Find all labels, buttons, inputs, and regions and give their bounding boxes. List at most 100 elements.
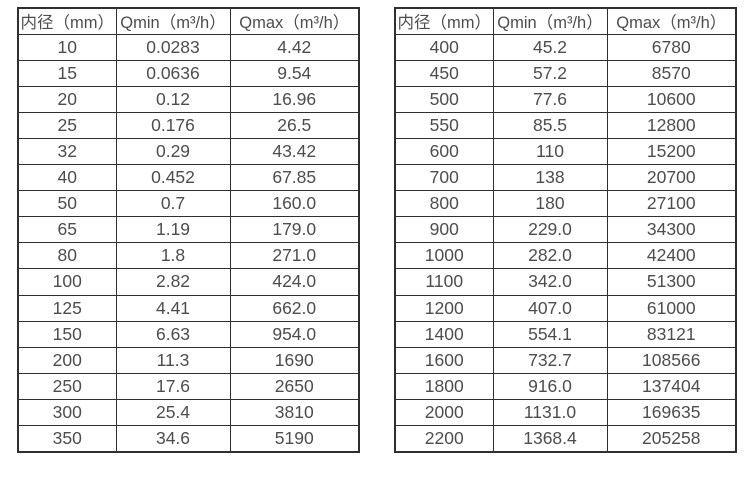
- table-cell: 150: [17, 320, 117, 348]
- table-row: 65 1.19 179.0: [17, 216, 360, 244]
- table-cell: 83121: [606, 320, 737, 348]
- flow-range-tables-container: 内径（mm） Qmin（m³/h） Qmax（m³/h） 10 0.0283 4.42 1…: [17, 7, 737, 453]
- table-row: 2200 1368.4 205258: [394, 424, 737, 453]
- table-row: 500 77.6 10600: [394, 85, 737, 113]
- table-header: 内径（mm） Qmin（m³/h） Qmax（m³/h）: [17, 7, 360, 35]
- table-cell: 2650: [229, 372, 360, 400]
- table-cell: 732.7: [492, 346, 608, 374]
- table-cell: 4.41: [115, 294, 231, 322]
- table-cell: 11.3: [115, 346, 231, 374]
- table-row: 10 0.0283 4.42: [17, 33, 360, 61]
- table-cell: 34.6: [115, 424, 231, 453]
- table-cell: 43.42: [229, 137, 360, 166]
- table-cell: 15200: [606, 137, 737, 166]
- table-row: 350 34.6 5190: [17, 424, 360, 453]
- table-cell: 15: [17, 59, 117, 87]
- table-cell: 6780: [606, 33, 737, 61]
- table-cell: 424.0: [229, 268, 360, 296]
- table-cell: 138: [492, 164, 608, 192]
- table-cell: 9.54: [229, 59, 360, 87]
- table-cell: 0.0636: [115, 59, 231, 87]
- table-cell: 42400: [606, 242, 737, 270]
- table-cell: 108566: [606, 346, 737, 374]
- table-cell: 954.0: [229, 320, 360, 348]
- table-cell: 342.0: [492, 268, 608, 296]
- table-cell: 300: [17, 398, 117, 427]
- table-cell: 662.0: [229, 294, 360, 322]
- table-row: 125 4.41 662.0: [17, 294, 360, 322]
- table-cell: 550: [394, 111, 494, 139]
- table-cell: 200: [17, 346, 117, 374]
- table-cell: 26.5: [229, 111, 360, 139]
- table-cell: 50: [17, 190, 117, 218]
- table-cell: 40: [17, 164, 117, 192]
- table-cell: 1800: [394, 372, 494, 400]
- table-row: 20 0.12 16.96: [17, 85, 360, 113]
- header-row: 内径（mm） Qmin（m³/h） Qmax（m³/h）: [17, 7, 360, 35]
- table-row: 100 2.82 424.0: [17, 268, 360, 296]
- table-row: 1400 554.1 83121: [394, 320, 737, 348]
- table-cell: 1400: [394, 320, 494, 348]
- table-cell: 169635: [606, 398, 737, 427]
- table-cell: 1.8: [115, 242, 231, 270]
- table-cell: 5190: [229, 424, 360, 453]
- table-header: 内径（mm） Qmin（m³/h） Qmax（m³/h）: [394, 7, 737, 35]
- table-cell: 12800: [606, 111, 737, 139]
- table-cell: 250: [17, 372, 117, 400]
- table-cell: 229.0: [492, 216, 608, 244]
- table-cell: 51300: [606, 268, 737, 296]
- table-row: 700 138 20700: [394, 164, 737, 192]
- table-cell: 1690: [229, 346, 360, 374]
- table-cell: 4.42: [229, 33, 360, 61]
- flow-range-table-large-diameters: 内径（mm） Qmin（m³/h） Qmax（m³/h） 400 45.2 6780 45…: [394, 7, 737, 453]
- table-cell: 6.63: [115, 320, 231, 348]
- table-cell: 916.0: [492, 372, 608, 400]
- table-cell: 0.29: [115, 137, 231, 166]
- table-cell: 800: [394, 190, 494, 218]
- table-cell: 2200: [394, 424, 494, 453]
- table-cell: 1131.0: [492, 398, 608, 427]
- table-row: 2000 1131.0 169635: [394, 398, 737, 427]
- table-cell: 10600: [606, 85, 737, 113]
- table-cell: 1368.4: [492, 424, 608, 453]
- table-row: 1200 407.0 61000: [394, 294, 737, 322]
- table-row: 600 110 15200: [394, 137, 737, 166]
- table-cell: 77.6: [492, 85, 608, 113]
- table-row: 80 1.8 271.0: [17, 242, 360, 270]
- table-cell: 700: [394, 164, 494, 192]
- table-cell: 16.96: [229, 85, 360, 113]
- table-cell: 179.0: [229, 216, 360, 244]
- table-cell: 500: [394, 85, 494, 113]
- column-header-2: Qmax（m³/h）: [229, 7, 360, 35]
- table-row: 150 6.63 954.0: [17, 320, 360, 348]
- table-cell: 65: [17, 216, 117, 244]
- table-cell: 80: [17, 242, 117, 270]
- column-header-1: Qmin（m³/h）: [115, 7, 231, 35]
- table-cell: 282.0: [492, 242, 608, 270]
- table-row: 550 85.5 12800: [394, 111, 737, 139]
- table-row: 300 25.4 3810: [17, 398, 360, 427]
- table-cell: 271.0: [229, 242, 360, 270]
- table-row: 1000 282.0 42400: [394, 242, 737, 270]
- table-cell: 10: [17, 33, 117, 61]
- table-cell: 160.0: [229, 190, 360, 218]
- table-cell: 20700: [606, 164, 737, 192]
- table-cell: 85.5: [492, 111, 608, 139]
- table-cell: 1100: [394, 268, 494, 296]
- table-cell: 1600: [394, 346, 494, 374]
- column-header-0: 内径（mm）: [17, 7, 117, 35]
- table-row: 1600 732.7 108566: [394, 346, 737, 374]
- table-row: 25 0.176 26.5: [17, 111, 360, 139]
- table-row: 40 0.452 67.85: [17, 164, 360, 192]
- table-cell: 27100: [606, 190, 737, 218]
- flow-range-table-small-diameters: 内径（mm） Qmin（m³/h） Qmax（m³/h） 10 0.0283 4.42 1…: [17, 7, 360, 453]
- table-row: 1800 916.0 137404: [394, 372, 737, 400]
- table-cell: 8570: [606, 59, 737, 87]
- table-cell: 32: [17, 137, 117, 166]
- table-cell: 0.7: [115, 190, 231, 218]
- table-row: 450 57.2 8570: [394, 59, 737, 87]
- table-row: 250 17.6 2650: [17, 372, 360, 400]
- table-cell: 600: [394, 137, 494, 166]
- table-cell: 450: [394, 59, 494, 87]
- table-cell: 350: [17, 424, 117, 453]
